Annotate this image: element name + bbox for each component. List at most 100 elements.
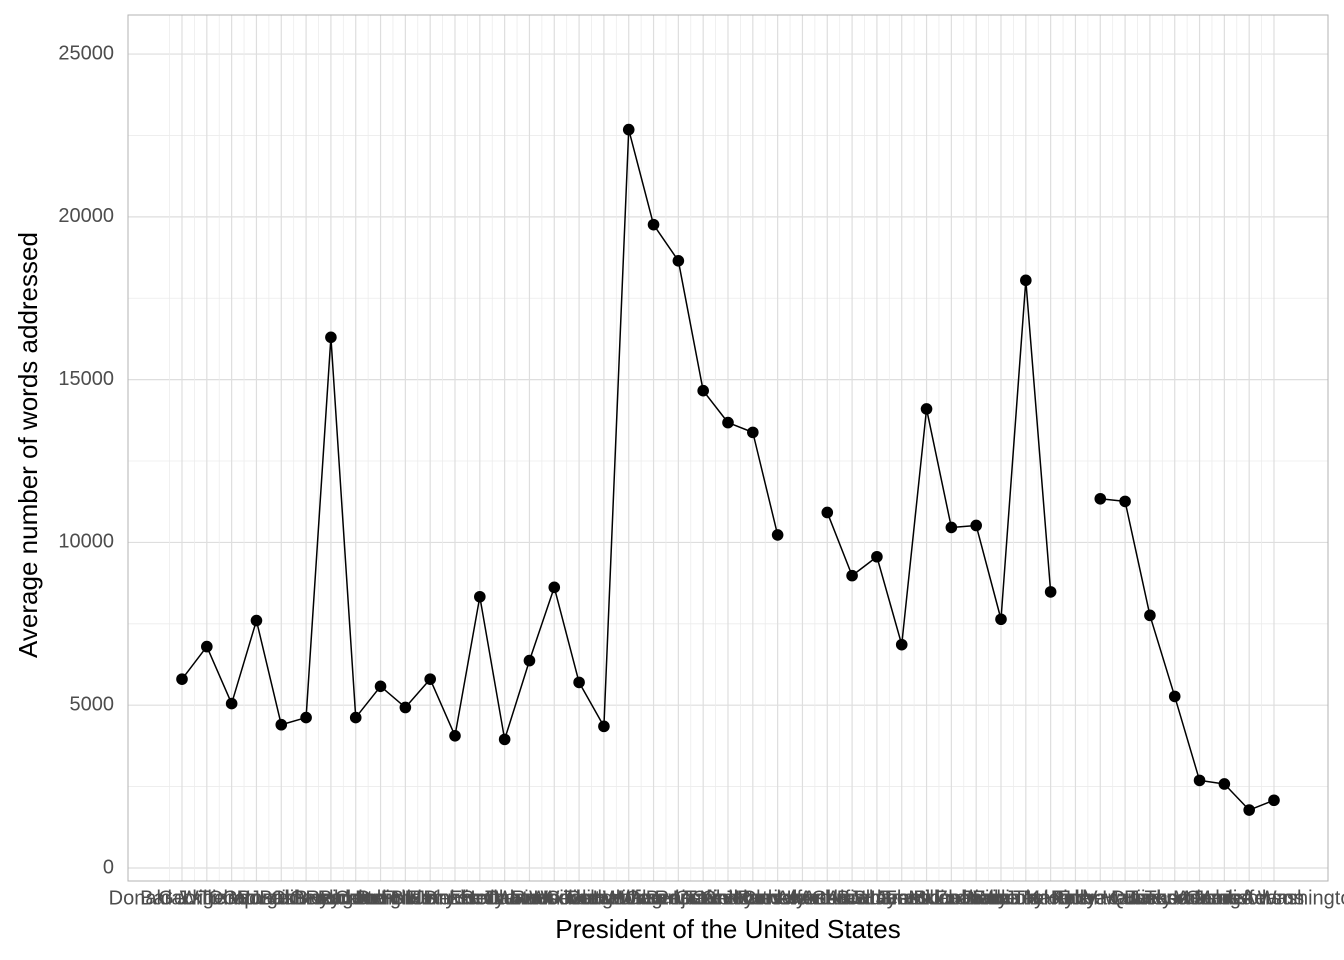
data-point [1268, 794, 1280, 807]
x-tick-label: Herbert Hoover [461, 887, 598, 909]
x-tick-label: James K. Polk [962, 887, 1091, 909]
data-point [1218, 778, 1231, 790]
y-tick-label: 20000 [58, 205, 114, 227]
x-tick-label: Ulysses S. Grant [777, 887, 927, 909]
y-axis-title: Average number of words addressed [13, 232, 43, 658]
data-point [1044, 586, 1057, 598]
data-point [821, 506, 834, 519]
data-point [523, 654, 536, 667]
data-point [771, 529, 784, 541]
data-point [970, 519, 982, 532]
x-tick-label: Thomas Jefferson [1145, 887, 1305, 909]
data-point [300, 711, 312, 724]
data-point [498, 733, 511, 746]
data-point [995, 613, 1007, 626]
data-point [1168, 690, 1181, 703]
y-tick-label: 25000 [58, 42, 114, 64]
x-tick-label: James Monroe [1109, 887, 1241, 909]
x-tick-label: Franklin D. Roosevelt [409, 887, 601, 909]
x-tick-label: John Adams [1194, 887, 1304, 909]
data-point [1119, 495, 1131, 508]
marks [176, 123, 1280, 816]
x-tick-label: Millard Fillmore [908, 887, 1044, 909]
x-tick-label: James Madison [1130, 887, 1270, 909]
data-point [399, 701, 412, 714]
data-point [374, 680, 387, 693]
x-tick-label: Gerald R. Ford [290, 887, 422, 909]
x-tick-label: George Bush [222, 887, 340, 909]
x-tick-label: Zachary Taylor [936, 887, 1067, 909]
x-tick-label: Barack Obama [140, 887, 274, 909]
series-line [1100, 498, 1275, 811]
x-tick-label: Jimmy Carter [271, 887, 390, 909]
x-tick-label: Dwight D. Eisenhower [357, 887, 554, 909]
x-tick-label: Benjamin Harrison [646, 887, 811, 909]
data-point [697, 384, 709, 397]
data-point [622, 123, 635, 136]
data-point [225, 697, 238, 710]
x-tick-label: Ronald Reagan [237, 887, 376, 909]
labels: 0 5000 10000 15000 20000 25000 Donald J. Trump… [58, 42, 1344, 909]
data-point [1144, 609, 1156, 622]
data-point [325, 331, 337, 344]
x-tick-label: William Howard Taft [541, 887, 718, 909]
x-tick-label: Grover Cleveland [625, 887, 781, 909]
data-point [250, 614, 263, 627]
y-tick-label: 5000 [70, 693, 115, 715]
x-tick-label: Woodrow Wilson [529, 887, 679, 909]
x-tick-label: William McKinley [603, 887, 754, 909]
x-tick-label: George W. Bush [158, 887, 305, 909]
data-point [1094, 492, 1107, 505]
x-tick-label: Theodore Roosevelt [563, 887, 744, 909]
x-tick-label: Donald J. Trump [109, 887, 256, 909]
y-tick-label: 15000 [58, 368, 114, 390]
x-tick-label: James A. Garfield [724, 887, 882, 909]
y-tick-label: 10000 [58, 531, 114, 553]
x-tick-label: Richard Nixon [318, 887, 444, 909]
data-point [201, 640, 213, 653]
x-tick-label: Rutherford B. Hayes [737, 887, 918, 909]
series-line [826, 279, 1052, 646]
x-tick-label: Chester A. Arthur [701, 887, 854, 909]
data-point [474, 590, 486, 603]
x-tick-label: James Buchanan [849, 887, 1004, 909]
data-point [672, 255, 685, 267]
data-point [548, 581, 561, 594]
data-point [176, 673, 188, 685]
x-axis-title: President of the United States [555, 914, 900, 944]
x-tick-label: Martin Van Buren [1023, 887, 1177, 909]
y-tick-label: 0 [103, 856, 114, 878]
x-tick-label: Calvin Coolidge [484, 887, 624, 909]
data-point [349, 711, 362, 724]
x-tick-label: John Quincy Adams [1061, 887, 1239, 909]
data-point [846, 569, 858, 582]
x-tick-label: Grover Cleveland [675, 887, 831, 909]
data-point [424, 673, 436, 685]
x-tick-label: John F. Kennedy [356, 887, 505, 909]
x-tick-label: Abraham Lincoln [827, 887, 977, 909]
x-tick-label: Warren G. Harding [496, 887, 663, 909]
data-point [895, 638, 908, 651]
x-tick-label: John Tyler [1005, 887, 1097, 909]
data-point [747, 426, 759, 439]
data-point [871, 550, 883, 563]
data-point [275, 718, 288, 731]
panel-border [127, 14, 1329, 882]
data-point [1020, 274, 1032, 287]
data-point [647, 218, 660, 231]
data-point [449, 729, 461, 742]
x-tick-label: George Washington [1185, 887, 1344, 909]
x-tick-label: Lyndon B. Johnson [320, 887, 491, 909]
data-point [598, 720, 610, 733]
x-tick-label: Andrew Johnson [802, 887, 951, 909]
data-point [722, 416, 734, 429]
x-tick-label: William Henry Harrison [973, 887, 1177, 909]
data-point [920, 403, 933, 415]
x-tick-label: Franklin Pierce [885, 887, 1018, 909]
data-point [573, 676, 585, 689]
data-point [1243, 804, 1255, 816]
data-point [945, 521, 958, 534]
